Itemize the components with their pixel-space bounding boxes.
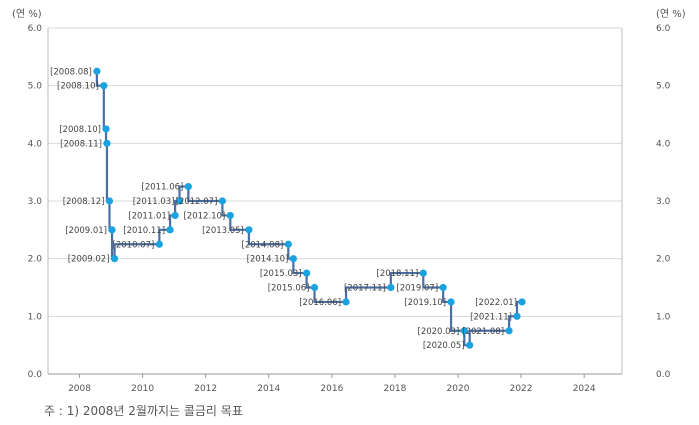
rate-marker xyxy=(387,283,395,292)
rate-date-label: [2019.07] xyxy=(396,284,438,294)
rate-marker xyxy=(100,82,108,90)
rate-date-label: [2011.06] xyxy=(142,183,184,193)
y-tick-label-left: 5.0 xyxy=(28,82,43,92)
rate-date-label: [2012.07] xyxy=(176,197,218,207)
x-tick-label: 2012 xyxy=(194,384,217,394)
y-axis-left-ticks: 0.0 1.0 2.0 3.0 4.0 5.0 6.0 xyxy=(28,24,43,380)
y-axis-left-unit: (연 %) xyxy=(12,8,42,20)
rate-marker xyxy=(103,139,111,147)
rate-marker xyxy=(439,283,447,292)
rate-marker xyxy=(460,327,468,335)
y-tick-label-left: 2.0 xyxy=(28,255,43,265)
rate-date-label: [2018.11] xyxy=(377,269,419,279)
rate-date-label: [2017.11] xyxy=(344,284,386,294)
rate-marker xyxy=(93,67,101,75)
rate-marker xyxy=(513,312,521,320)
rate-date-label: [2008.10] xyxy=(57,82,99,92)
y-tick-label-right: 3.0 xyxy=(656,197,671,207)
rate-date-label: [2020.03] xyxy=(418,327,460,337)
rate-date-label: [2009.02] xyxy=(68,255,110,265)
x-tick-label: 2020 xyxy=(447,384,470,394)
rate-date-label: [2012.10] xyxy=(183,211,225,221)
y-axis-right-unit: (연 %) xyxy=(656,8,686,20)
rate-marker xyxy=(110,255,119,263)
rate-date-label: [2016.06] xyxy=(299,298,341,308)
y-tick-label-right: 1.0 xyxy=(656,312,671,322)
rate-marker xyxy=(184,182,192,191)
rate-marker xyxy=(175,197,184,205)
rate-date-label: [2014.08] xyxy=(242,240,284,250)
rate-date-label: [2014.10] xyxy=(247,255,289,265)
rate-marker xyxy=(466,341,474,349)
rate-marker xyxy=(108,226,116,234)
rate-marker xyxy=(226,211,234,220)
rate-marker xyxy=(171,211,179,220)
rate-date-label: [2009.01] xyxy=(65,226,107,236)
rate-date-label: [2019.10] xyxy=(404,298,446,308)
gridlines xyxy=(48,27,622,375)
rate-date-label: [2011.01] xyxy=(128,211,170,221)
y-tick-label-left: 0.0 xyxy=(28,370,43,380)
y-tick-label-left: 3.0 xyxy=(28,197,43,207)
rate-date-label: [2010.07] xyxy=(113,240,155,250)
y-tick-label-left: 1.0 xyxy=(28,312,43,322)
rate-date-label: [2008.10] xyxy=(59,125,101,135)
rate-date-label: [2013.05] xyxy=(202,226,244,236)
rate-marker xyxy=(310,283,319,292)
x-tick-label: 2022 xyxy=(510,384,533,394)
y-axis-right-ticks: 0.0 1.0 2.0 3.0 4.0 5.0 6.0 xyxy=(656,24,671,380)
rate-date-label: [2011.03] xyxy=(133,197,175,207)
rate-date-label: [2008.11] xyxy=(60,139,102,149)
rate-date-label: [2015.03] xyxy=(260,269,302,279)
y-tick-label-right: 6.0 xyxy=(656,24,671,34)
x-tick-label: 2024 xyxy=(573,384,596,394)
x-tick-label: 2010 xyxy=(131,384,154,394)
y-tick-label-right: 0.0 xyxy=(656,370,671,380)
y-tick-label-right: 2.0 xyxy=(656,255,671,265)
rate-date-label: [2008.12] xyxy=(63,197,105,207)
x-tick-label: 2008 xyxy=(68,384,91,394)
rate-date-label: [2022.01] xyxy=(475,298,517,308)
rate-marker xyxy=(518,298,526,306)
y-tick-label-right: 5.0 xyxy=(656,82,671,92)
rate-date-label: [2021.08] xyxy=(462,327,504,337)
rate-marker xyxy=(102,125,110,133)
y-tick-label-right: 4.0 xyxy=(656,139,671,149)
rate-marker xyxy=(155,240,163,248)
rate-marker xyxy=(245,226,253,234)
x-tick-label: 2018 xyxy=(383,384,406,394)
rate-markers xyxy=(93,67,526,349)
axes xyxy=(47,28,623,375)
rate-marker xyxy=(218,197,227,205)
rate-date-label: [2020.05] xyxy=(423,341,465,351)
rate-date-label: [2010.11] xyxy=(123,226,165,236)
rate-marker xyxy=(505,327,513,335)
x-tick-label: 2016 xyxy=(320,384,343,394)
rate-marker xyxy=(105,197,114,205)
rate-marker xyxy=(284,240,292,248)
rate-date-labels: [2008.08] [2008.10] [2008.10] [2008.11] [200… xyxy=(50,67,517,351)
y-tick-label-left: 4.0 xyxy=(28,139,43,149)
rate-marker xyxy=(342,298,350,306)
rate-date-label: [2021.11] xyxy=(470,312,512,322)
rate-marker xyxy=(289,255,297,263)
rate-marker xyxy=(447,298,455,306)
rate-date-label: [2008.08] xyxy=(50,67,92,77)
footnote: 주 : 1) 2008년 2월까지는 콜금리 목표 xyxy=(44,404,243,418)
rate-marker xyxy=(166,226,174,234)
rate-marker xyxy=(419,269,427,277)
rate-marker xyxy=(303,269,311,277)
y-tick-label-left: 6.0 xyxy=(28,24,43,34)
x-axis-ticks: 2008 2010 2012 2014 2016 2018 2020 2022 2024 xyxy=(68,374,596,394)
x-tick-label: 2014 xyxy=(257,384,280,394)
rate-date-label: [2015.06] xyxy=(268,284,310,294)
